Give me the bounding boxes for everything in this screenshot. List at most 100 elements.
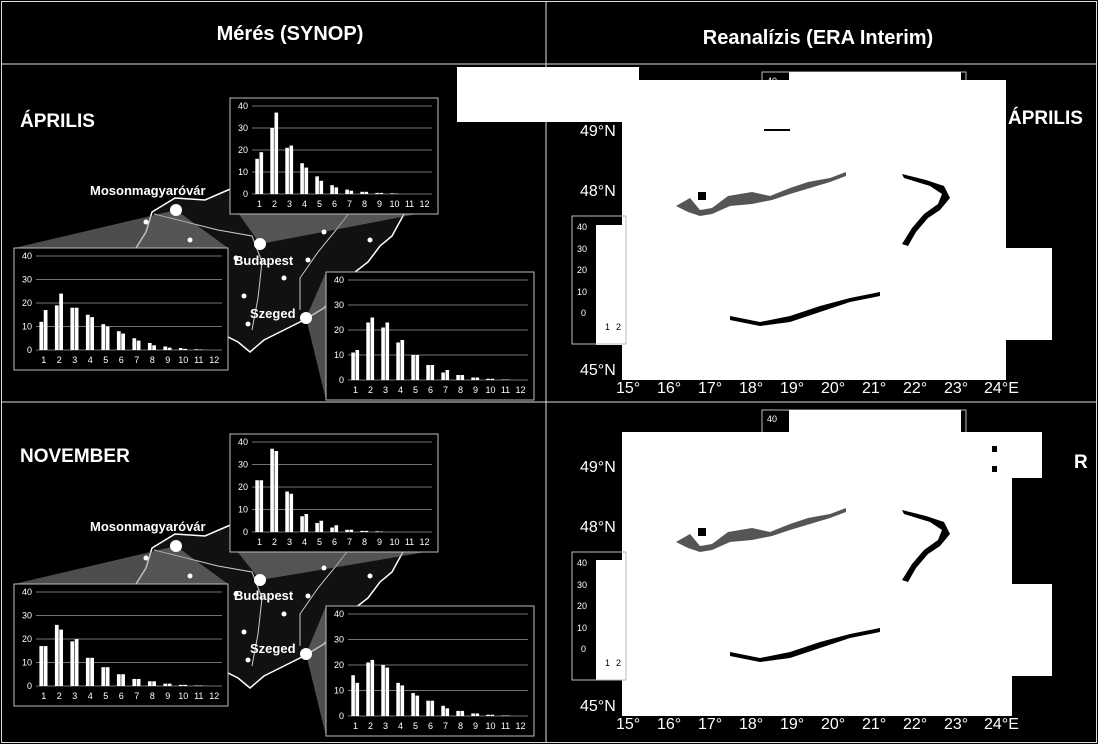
bar [167, 683, 172, 686]
x-tick-label: 12 [419, 199, 429, 209]
bar [194, 349, 199, 350]
bar [364, 530, 369, 532]
bar [319, 520, 324, 532]
chart-frame [229, 97, 439, 215]
bar [70, 307, 75, 350]
bar [400, 340, 405, 380]
y-tick-label: 20 [238, 482, 248, 492]
x-tick-label: 10 [178, 691, 188, 701]
y-tick-label: 30 [22, 275, 32, 285]
y-tick-label: 30 [334, 300, 344, 310]
y-tick-label: 40 [22, 251, 32, 261]
bar [43, 646, 48, 686]
svg-text:2: 2 [616, 322, 621, 332]
y-tick-label: 30 [238, 123, 248, 133]
lat-label-48: 48°N [580, 519, 616, 536]
x-tick-label: 2 [368, 385, 373, 395]
svg-text:12: 12 [1041, 685, 1051, 695]
x-tick-label: 3 [287, 537, 292, 547]
bar [255, 158, 259, 194]
x-tick-label: 7 [443, 721, 448, 731]
bar [85, 314, 90, 350]
city-label-north: Mosonmagyaróvár [90, 183, 206, 198]
x-tick-label: 4 [302, 199, 307, 209]
svg-text:12: 12 [1041, 349, 1051, 359]
bar [101, 324, 106, 350]
svg-text:18°: 18° [739, 716, 763, 733]
x-tick-label: 3 [72, 691, 77, 701]
x-tick-label: 12 [419, 537, 429, 547]
bar [390, 193, 394, 194]
x-tick-label: 6 [119, 691, 124, 701]
x-tick-label: 7 [134, 691, 139, 701]
bar [270, 448, 274, 532]
border-fragments [676, 508, 950, 662]
bar [152, 345, 156, 350]
bar [385, 322, 390, 380]
x-tick-label: 5 [317, 537, 322, 547]
y-tick-label: 20 [334, 325, 344, 335]
svg-text:23°: 23° [944, 380, 968, 397]
bar [441, 372, 445, 380]
bar [132, 338, 137, 350]
dark-mark [992, 466, 997, 472]
svg-text:10: 10 [577, 623, 587, 633]
white-overlay-patch [622, 432, 1012, 716]
bar [43, 310, 48, 350]
bar [90, 317, 94, 350]
bar [490, 378, 495, 380]
svg-text:20°: 20° [821, 716, 845, 733]
x-tick-label: 12 [515, 385, 525, 395]
x-tick-label: 12 [209, 691, 219, 701]
x-tick-label: 10 [485, 385, 495, 395]
bar [471, 377, 475, 380]
x-tick-label: 4 [398, 385, 403, 395]
x-tick-label: 10 [485, 721, 495, 731]
bar [59, 629, 63, 686]
bar [379, 192, 384, 194]
city-label-capital: Budapest [234, 588, 294, 603]
x-tick-label: 4 [88, 691, 93, 701]
bar [315, 176, 319, 194]
lon-labels-row1: 15° 16° 17° 18° 19° 20° 21° 22° 23° 24°E [616, 380, 1019, 397]
svg-text:18°: 18° [739, 380, 763, 397]
white-overlay-patch [622, 80, 1006, 380]
x-tick-label: 9 [165, 355, 170, 365]
x-tick-label: 2 [368, 721, 373, 731]
bar [334, 525, 339, 532]
bar [351, 352, 355, 380]
y-tick-label: 10 [334, 350, 344, 360]
svg-text:16°: 16° [657, 380, 681, 397]
bar [274, 451, 279, 532]
bar [445, 708, 450, 716]
city-label-south: Szeged [250, 306, 296, 321]
white-overlay-patch [457, 67, 639, 122]
bar [85, 657, 90, 686]
bar [136, 340, 141, 350]
bar [360, 191, 364, 194]
bar [415, 695, 420, 716]
bar [396, 342, 400, 380]
x-tick-label: 7 [443, 385, 448, 395]
bar [370, 317, 375, 380]
y-tick-label: 0 [27, 345, 32, 355]
x-tick-label: 4 [302, 537, 307, 547]
bar [54, 305, 59, 350]
top-chart-tick: 40 [767, 414, 777, 424]
y-tick-label: 20 [22, 298, 32, 308]
bar [105, 667, 110, 686]
bar [116, 674, 121, 686]
svg-text:1: 1 [605, 658, 610, 668]
bar [105, 326, 110, 350]
x-tick-label: 3 [287, 199, 292, 209]
x-tick-label: 11 [405, 537, 414, 547]
x-tick-label: 12 [515, 721, 525, 731]
small-chart-yticks: 40 30 20 10 0 1 2 [577, 222, 621, 332]
zoom-wedge-south [306, 272, 326, 400]
white-overlay-patch [789, 410, 961, 440]
bar [274, 112, 279, 194]
chart-frame [13, 583, 229, 707]
bar [136, 678, 141, 686]
